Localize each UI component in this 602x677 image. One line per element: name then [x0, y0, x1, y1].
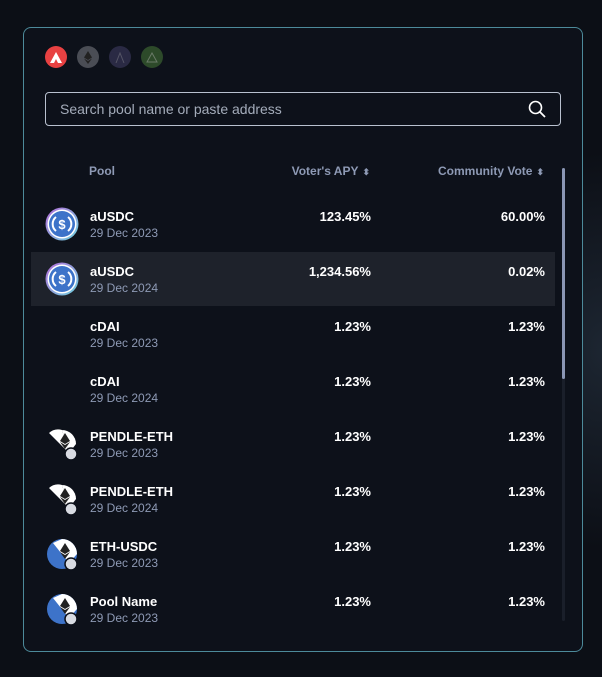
ethereum-icon[interactable]	[77, 46, 99, 68]
search-icon[interactable]	[528, 100, 546, 118]
token-pendle-eth-icon	[45, 427, 79, 461]
table-row[interactable]: PENDLE-ETH 29 Dec 2024 1.23% 1.23%	[31, 472, 555, 526]
pool-name: aUSDC	[90, 209, 135, 224]
avalanche-icon[interactable]	[45, 46, 67, 68]
table-row[interactable]: PENDLE-ETH 29 Dec 2023 1.23% 1.23%	[31, 417, 555, 471]
token-eth-usdc-icon	[45, 537, 79, 571]
pool-name: ETH-USDC	[90, 539, 158, 554]
pool-expiry-date: 29 Dec 2024	[90, 281, 159, 295]
token-usdc-icon: $	[45, 262, 79, 296]
token-placeholder	[45, 317, 79, 351]
voters-apy: 1.23%	[334, 429, 371, 444]
table-row[interactable]: $ aUSDC 29 Dec 2024 1,234.56% 0.02%	[31, 252, 555, 306]
scrollbar[interactable]	[562, 168, 565, 621]
voters-apy: 123.45%	[319, 209, 371, 224]
community-vote: 1.23%	[508, 539, 545, 554]
arbitrum-icon[interactable]	[109, 46, 131, 68]
pool-expiry-date: 29 Dec 2023	[90, 336, 159, 350]
token-usdc-icon: $	[45, 207, 79, 241]
pool-name: aUSDC	[90, 264, 135, 279]
table-row[interactable]: $ aUSDC 29 Dec 2023 123.45% 60.00%	[31, 197, 555, 251]
token-eth-usdc-icon	[45, 592, 79, 626]
pool-name: Pool Name	[90, 594, 158, 609]
community-vote: 1.23%	[508, 374, 545, 389]
voters-apy: 1.23%	[334, 539, 371, 554]
community-vote: 0.02%	[508, 264, 545, 279]
sort-icon[interactable]: ⬍	[536, 167, 544, 177]
voters-apy: 1.23%	[334, 484, 371, 499]
column-header-apy[interactable]: Voter's APY ⬍	[292, 164, 370, 178]
token-placeholder	[45, 372, 79, 406]
table-row[interactable]: cDAI 29 Dec 2024 1.23% 1.23%	[31, 362, 555, 416]
table-row[interactable]: cDAI 29 Dec 2023 1.23% 1.23%	[31, 307, 555, 361]
apy-header-label: Voter's APY	[291, 164, 359, 178]
scrollbar-thumb[interactable]	[562, 168, 565, 379]
voters-apy: 1,234.56%	[308, 264, 371, 279]
voters-apy: 1.23%	[334, 319, 371, 334]
search-bar	[45, 92, 561, 126]
community-vote: 1.23%	[508, 429, 545, 444]
column-header-pool: Pool	[89, 164, 115, 178]
pool-expiry-date: 29 Dec 2023	[90, 226, 159, 240]
table-row[interactable]: Pool Name 29 Dec 2023 1.23% 1.23%	[31, 582, 555, 636]
voters-apy: 1.23%	[334, 374, 371, 389]
sort-icon[interactable]: ⬍	[362, 167, 370, 177]
network-triangle-icon[interactable]	[141, 46, 163, 68]
community-vote: 60.00%	[500, 209, 545, 224]
pool-expiry-date: 29 Dec 2024	[90, 391, 159, 405]
token-pendle-eth-icon	[45, 482, 79, 516]
svg-text:$: $	[58, 272, 66, 287]
community-vote: 1.23%	[508, 484, 545, 499]
table-row[interactable]: ETH-USDC 29 Dec 2023 1.23% 1.23%	[31, 527, 555, 581]
pool-name: PENDLE-ETH	[90, 484, 174, 499]
search-input[interactable]	[60, 101, 528, 117]
pool-list-panel: Pool Voter's APY⬍ Community Vote⬍ $ aUSD…	[23, 27, 583, 652]
pool-name: PENDLE-ETH	[90, 429, 174, 444]
pool-expiry-date: 29 Dec 2024	[90, 501, 159, 515]
chain-filter	[45, 46, 163, 68]
pool-expiry-date: 29 Dec 2023	[90, 611, 159, 625]
pool-name: cDAI	[90, 374, 120, 389]
column-header-vote[interactable]: Community Vote ⬍	[438, 164, 544, 178]
svg-text:$: $	[58, 217, 66, 232]
vote-header-label: Community Vote	[438, 164, 533, 178]
pool-expiry-date: 29 Dec 2023	[90, 556, 159, 570]
community-vote: 1.23%	[508, 594, 545, 609]
pool-name: cDAI	[90, 319, 120, 334]
pool-expiry-date: 29 Dec 2023	[90, 446, 159, 460]
voters-apy: 1.23%	[334, 594, 371, 609]
community-vote: 1.23%	[508, 319, 545, 334]
